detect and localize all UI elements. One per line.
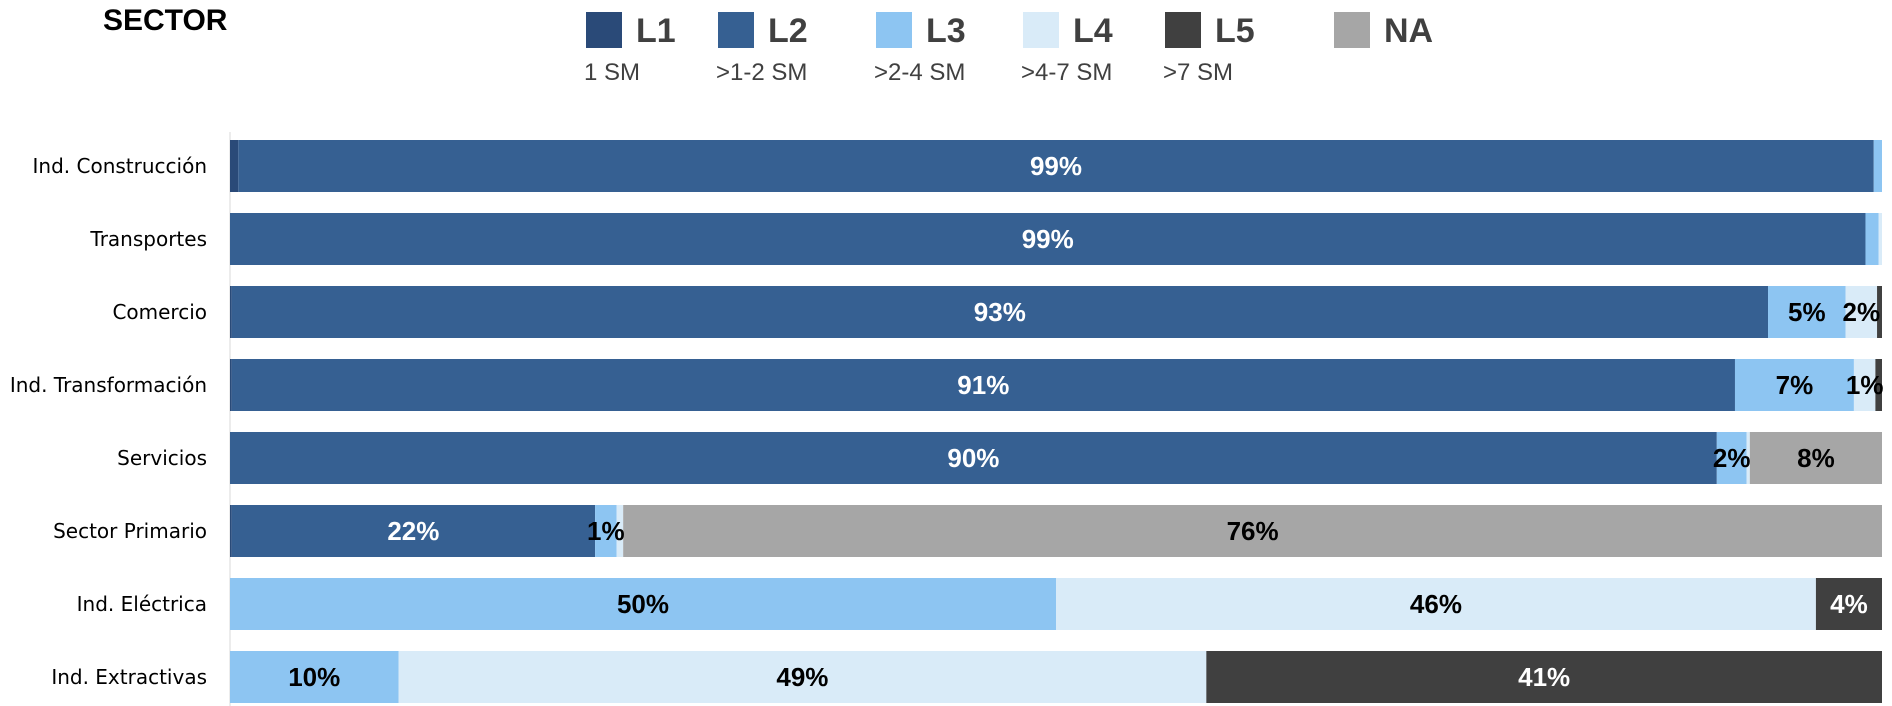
bar-segment-l3: [230, 651, 399, 703]
bars: [230, 140, 1882, 703]
legend-swatch-l4: [1023, 12, 1059, 48]
data-label: 4%: [1830, 589, 1868, 619]
category-labels: Ind. Construcción Transportes Comercio Ind.…: [10, 154, 207, 689]
bar-segment-l4: [1878, 213, 1882, 265]
legend-swatch-l3: [876, 12, 912, 48]
bar-segment-l4: [616, 505, 624, 557]
data-label: 50%: [617, 589, 669, 619]
bar-segment-l4: [1845, 286, 1878, 338]
bar-segment-l4: [398, 651, 1207, 703]
bar-segment-l3: [1873, 140, 1882, 192]
legend-code-l4: L4: [1073, 12, 1113, 50]
legend-swatch-l5: [1165, 12, 1201, 48]
category-label: Ind. Transformación: [10, 373, 207, 397]
bar-segment-l3: [1865, 213, 1879, 265]
legend-code-l5: L5: [1215, 12, 1255, 50]
legend-code-na: NA: [1384, 12, 1433, 50]
data-label: 8%: [1797, 443, 1835, 473]
data-label: 46%: [1410, 589, 1462, 619]
data-label: 2%: [1713, 443, 1751, 473]
category-label: Sector Primario: [53, 519, 207, 543]
data-label: 1%: [587, 516, 625, 546]
data-label: 5%: [1788, 297, 1826, 327]
data-label: 49%: [776, 662, 828, 692]
bar-segment-l1: [230, 359, 232, 411]
bar-segment-l2: [231, 505, 596, 557]
bar-segment-na: [623, 505, 1882, 557]
data-label: 90%: [947, 443, 999, 473]
legend-code-l2: L2: [768, 12, 808, 50]
data-labels: 99% 99% 93% 5% 2% 91% 7% 1% 90% 2% 8% 22% 1% 76% 50% 46…: [288, 151, 1883, 692]
data-label: 99%: [1022, 224, 1074, 254]
data-label: 93%: [974, 297, 1026, 327]
bar-segment-l3: [1734, 359, 1854, 411]
bar-segment-l5: [1875, 359, 1882, 411]
bar-segment-l3: [230, 578, 1056, 630]
bar-segment-l4: [1746, 432, 1750, 484]
bar-segment-l2: [230, 432, 1717, 484]
data-label: 10%: [288, 662, 340, 692]
bar-segment-l5: [1206, 651, 1882, 703]
legend-swatch-l2: [718, 12, 754, 48]
data-label: 2%: [1843, 297, 1881, 327]
category-label: Ind. Eléctrica: [77, 592, 207, 616]
legend-swatch-na: [1334, 12, 1370, 48]
legend-sublabel-l4: >4-7 SM: [1021, 59, 1112, 86]
category-label: Comercio: [112, 300, 207, 324]
category-label: Transportes: [89, 227, 207, 251]
legend-sublabel-l2: >1-2 SM: [716, 59, 807, 86]
bar-segment-l2: [238, 140, 1874, 192]
bar-segment-l3: [595, 505, 617, 557]
category-label: Ind. Extractivas: [51, 665, 207, 689]
bar-segment-l5: [1877, 286, 1882, 338]
data-label: 22%: [387, 516, 439, 546]
bar-segment-l5: [1815, 578, 1882, 630]
bar-segment-l1: [230, 140, 239, 192]
category-label: Servicios: [117, 446, 207, 470]
legend-code-l3: L3: [926, 12, 966, 50]
bar-segment-na: [1749, 432, 1882, 484]
data-label: 99%: [1030, 151, 1082, 181]
bar-segment-l4: [1853, 359, 1876, 411]
category-label: Ind. Construcción: [33, 154, 207, 178]
bar-segment-l4: [1056, 578, 1816, 630]
legend-swatch-l1: [586, 12, 622, 48]
bar-segment-l2: [230, 213, 1866, 265]
legend: L1 1 SM L2 >1-2 SM L3 >2-4 SM L4 >4-7 SM L5 >7 SM…: [584, 12, 1433, 86]
data-label: 41%: [1518, 662, 1570, 692]
legend-code-l1: L1: [636, 12, 676, 50]
bar-segment-l3: [1716, 432, 1747, 484]
data-label: 91%: [957, 370, 1009, 400]
chart-title: SECTOR: [103, 4, 228, 37]
bar-segment-l2: [231, 286, 1769, 338]
legend-sublabel-l1: 1 SM: [584, 59, 640, 86]
bar-segment-l2: [231, 359, 1735, 411]
legend-sublabel-l5: >7 SM: [1163, 59, 1233, 86]
bar-segment-l1: [230, 286, 232, 338]
bar-segment-l1: [230, 505, 232, 557]
data-label: 7%: [1776, 370, 1814, 400]
data-label: 76%: [1227, 516, 1279, 546]
legend-sublabel-l3: >2-4 SM: [874, 59, 965, 86]
bar-segment-l3: [1768, 286, 1846, 338]
data-label: 1%: [1846, 370, 1884, 400]
